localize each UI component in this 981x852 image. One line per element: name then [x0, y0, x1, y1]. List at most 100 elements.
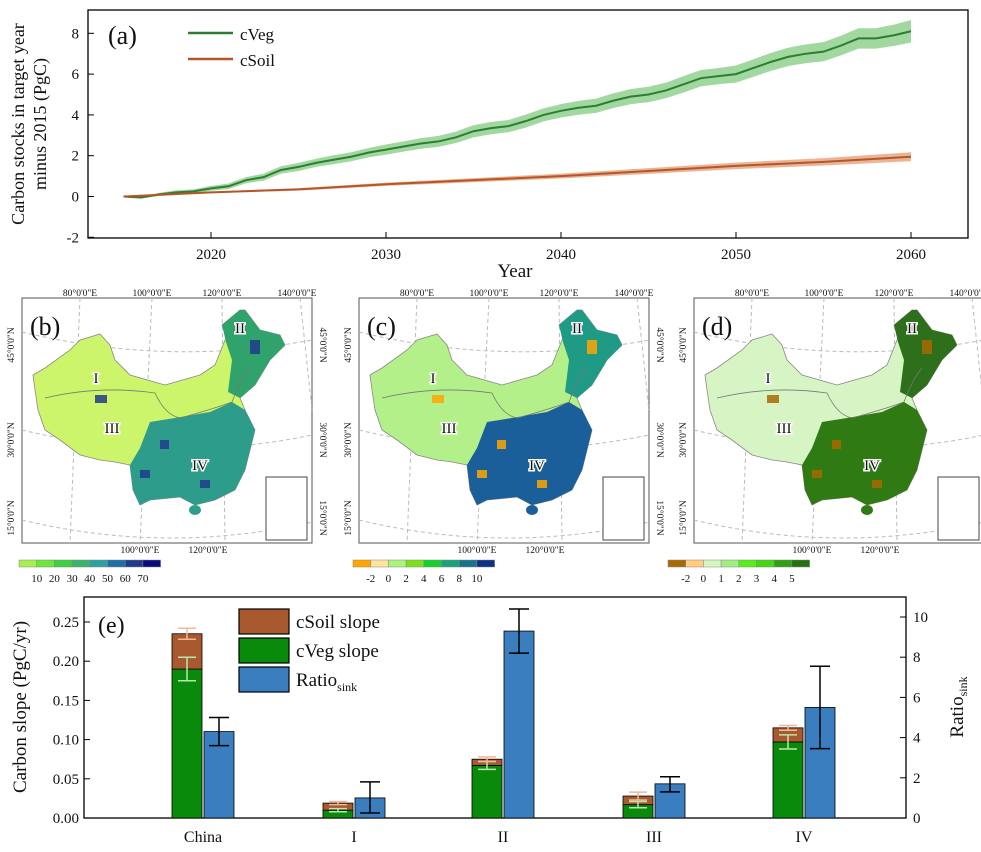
x-tick-label: 2030: [371, 247, 401, 263]
series-band-cSoil: [123, 152, 911, 197]
graticule-meridian: [971, 297, 981, 387]
longitude-label: 120°0'0"E: [875, 288, 914, 299]
bar-ratio-sink-II: [503, 630, 535, 819]
colorbar-swatch: [791, 559, 810, 568]
hainan-island: [861, 505, 873, 515]
region-label-IV: IV: [192, 458, 208, 474]
longitude-label-bottom: 100°0'0"E: [458, 545, 497, 556]
colorbar-swatch: [441, 559, 460, 568]
map-patch: [872, 480, 882, 488]
error-bar-carbon: [178, 627, 196, 640]
y2-tick-label: 4: [913, 731, 921, 747]
y-tick-label: 0.15: [53, 693, 79, 709]
map-patch: [832, 440, 841, 449]
y-axis-label-line1: Carbon stocks in target year: [8, 23, 28, 225]
colorbar-tick-label: 3: [754, 573, 760, 585]
latitude-label-left: 30°0'0"N: [343, 422, 354, 457]
legend-label: cVeg slope: [296, 641, 379, 662]
south-china-sea-inset: [265, 476, 308, 541]
colorbar-swatch: [720, 559, 740, 568]
y2-axis-label-sub: sink: [956, 676, 970, 696]
error-bar-carbon: [478, 756, 496, 763]
latitude-label-right: 45°0'0"N: [654, 327, 665, 362]
colorbar-swatch: [370, 559, 389, 568]
panel-label: (c): [367, 312, 396, 341]
colorbar-swatch: [36, 559, 55, 568]
x-tick-label: 2040: [546, 247, 576, 263]
colorbar-tick-label: 2: [736, 573, 742, 585]
error-bar-carbon: [329, 800, 347, 806]
y2-tick-label: 2: [913, 771, 921, 787]
error-bar-ratio: [660, 776, 680, 793]
latitude-label-left: 30°0'0"N: [6, 422, 17, 457]
latitude-label-right: 30°0'0"N: [317, 422, 328, 457]
y2-axis-label: Ratiosink: [947, 676, 970, 737]
colorbar-swatch: [773, 559, 793, 568]
region-label-I: I: [766, 371, 771, 387]
south-china-sea-inset: [937, 476, 980, 541]
colorbar-tick-label: -2: [681, 573, 690, 585]
map-patch: [767, 395, 779, 403]
y-tick-label: 0.10: [53, 733, 79, 749]
longitude-label-bottom: 120°0'0"E: [189, 545, 228, 556]
legend-label: cSoil: [240, 51, 275, 70]
legend-label: cVeg: [240, 25, 274, 44]
latitude-label-left: 15°0'0"N: [343, 500, 354, 535]
y-tick-label: 0: [72, 190, 80, 206]
legend-swatch: [238, 608, 290, 635]
longitude-label: 80°0'0"E: [400, 288, 434, 299]
colorbar-swatch: [124, 559, 144, 568]
panel-a-line-chart: -2 0 2 4 6 8 2020 2030 2040 2050 2060 Year Carbon st…: [8, 9, 969, 282]
colorbar-tick-label: 20: [49, 573, 61, 585]
colorbar-swatch: [685, 559, 704, 568]
error-bar-ratio: [360, 781, 380, 814]
y-tick-label: 2: [72, 149, 80, 165]
colorbar-tick-label: 0: [701, 573, 707, 585]
colorbar-swatch: [667, 559, 686, 568]
region-label-II: II: [572, 321, 582, 337]
hainan-island: [526, 505, 538, 515]
colorbar-tick-label: 4: [771, 573, 777, 585]
colorbar-tick-label: 5: [789, 573, 795, 585]
colorbar-swatch: [458, 559, 478, 568]
colorbar-swatch: [107, 559, 126, 568]
legend-label-sub: sink: [337, 680, 357, 694]
y-axis-label: Carbon slope (PgC/yr): [10, 621, 31, 793]
error-bar-carbon: [629, 800, 647, 809]
latitude-label-left: 45°0'0"N: [678, 327, 689, 362]
category-label: China: [184, 829, 222, 846]
region-boundary: [44, 367, 251, 419]
colorbar-tick-label: -2: [366, 573, 375, 585]
y-tick-label: -2: [67, 230, 80, 246]
y-tick-label: 8: [72, 26, 80, 42]
graticule-meridian: [299, 297, 313, 411]
graticule-meridian: [636, 297, 650, 411]
colorbar-swatch: [71, 559, 91, 568]
south-china-sea-inset: [602, 476, 645, 541]
latitude-label-right: 30°0'0"N: [654, 422, 665, 457]
region-label-II: II: [235, 321, 245, 337]
x-tick-label: 2050: [721, 247, 751, 263]
region-label-III: III: [105, 421, 120, 437]
region-label-I: I: [94, 371, 99, 387]
region-iv-fill: [802, 402, 927, 505]
region-iv-fill: [130, 402, 255, 505]
legend-swatch: [238, 666, 290, 693]
error-bar-carbon: [779, 734, 797, 750]
colorbar-swatch: [142, 559, 161, 568]
error-bar-ratio: [810, 665, 830, 750]
longitude-label-bottom: 120°0'0"E: [526, 545, 565, 556]
map-patch: [250, 340, 260, 354]
map-patch: [477, 470, 487, 478]
map-patch: [95, 395, 107, 403]
latitude-label-right: 45°0'0"N: [317, 327, 328, 362]
latitude-label-left: 15°0'0"N: [6, 500, 17, 535]
series-line-cSoil: [123, 155, 912, 198]
series-band-cVeg: [123, 20, 911, 199]
latitude-label-left: 45°0'0"N: [6, 327, 17, 362]
colorbar-tick-label: 6: [439, 573, 445, 585]
category-label: II: [498, 829, 509, 846]
y-axis-label-line2: minus 2015 (PgC): [30, 58, 51, 190]
region-label-IV: IV: [864, 458, 880, 474]
longitude-label: 120°0'0"E: [203, 288, 242, 299]
